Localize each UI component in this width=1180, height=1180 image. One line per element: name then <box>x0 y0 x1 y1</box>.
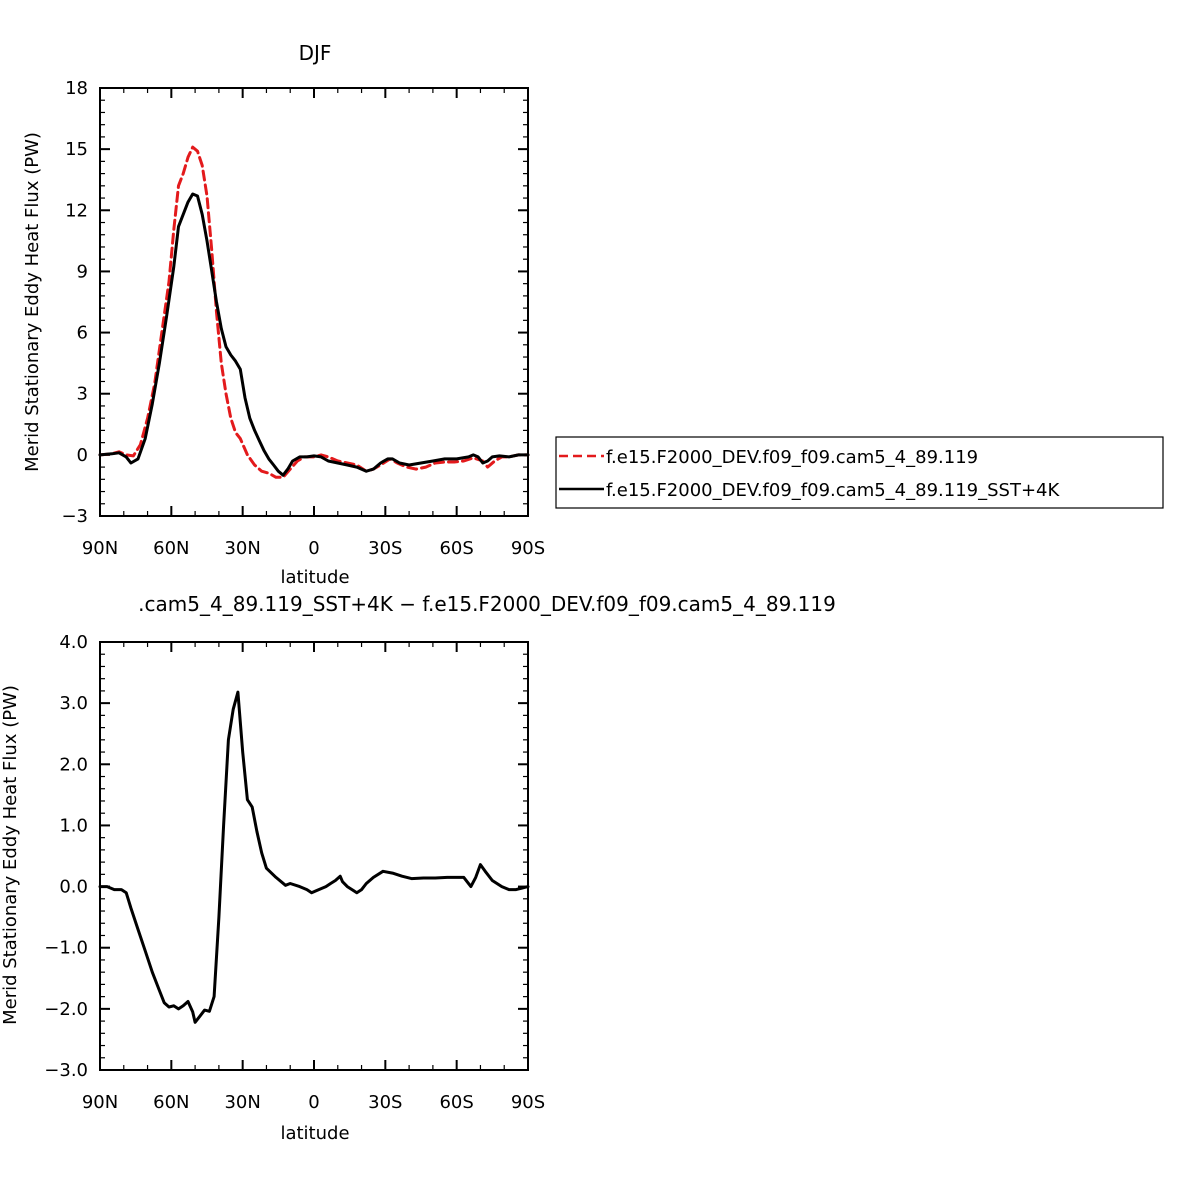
bottom-series-line-0 <box>98 690 530 1024</box>
bottom-y-tick-label: 0.0 <box>59 877 88 898</box>
bottom-y-tick-label: 1.0 <box>59 815 88 836</box>
bottom-x-tick-label: 30S <box>368 1092 402 1113</box>
bottom-axis-ticks: −3.0 −2.0 −1.0 0.0 1.0 2.0 3.0 4.0 90N 60N 30N 0 30S… <box>44 632 545 1113</box>
legend-entry-sst4k: f.e15.F2000_DEV.f09_f09.cam5_4_89.119_SS… <box>606 480 1060 501</box>
bottom-y-tick-label: 4.0 <box>59 632 88 653</box>
top-y-tick-label: 0 <box>77 445 88 466</box>
top-x-tick-label: 30S <box>368 538 402 559</box>
legend-box <box>555 436 1164 509</box>
bottom-x-tick-label: 90S <box>511 1092 545 1113</box>
top-y-tick-label: −3 <box>61 506 88 527</box>
bottom-x-tick-label: 0 <box>308 1092 319 1113</box>
top-y-tick-label: 3 <box>77 384 88 405</box>
top-chart-title: DJF <box>299 41 332 65</box>
top-x-tick-label: 30N <box>224 538 260 559</box>
top-series-line-1 <box>98 192 530 477</box>
top-y-tick-label: 9 <box>77 261 88 282</box>
bottom-y-tick-label: −1.0 <box>44 938 88 959</box>
top-x-tick-label: 0 <box>308 538 319 559</box>
bottom-y-axis-label: Merid Stationary Eddy Heat Flux (PW) <box>0 685 21 1025</box>
bottom-plot-frame <box>99 641 529 1071</box>
bottom-chart-title: .cam5_4_89.119_SST+4K − f.e15.F2000_DEV.… <box>138 592 836 616</box>
top-y-axis-label: Merid Stationary Eddy Heat Flux (PW) <box>22 132 43 472</box>
bottom-x-tick-label: 30N <box>224 1092 260 1113</box>
top-x-tick-label: 90S <box>511 538 545 559</box>
bottom-y-tick-label: 3.0 <box>59 693 88 714</box>
top-plot-frame <box>99 87 529 517</box>
legend: f.e15.F2000_DEV.f09_f09.cam5_4_89.119 f.… <box>555 436 1164 509</box>
bottom-y-tick-label: 2.0 <box>59 754 88 775</box>
bottom-series-lines <box>98 690 530 1024</box>
top-x-tick-label: 90N <box>82 538 118 559</box>
legend-entry-control: f.e15.F2000_DEV.f09_f09.cam5_4_89.119 <box>606 447 978 468</box>
top-axis-ticks: −3 0 3 6 9 12 15 18 90N 60N 30N 0 30S 60S 90S <box>61 78 545 559</box>
top-y-tick-label: 15 <box>65 139 88 160</box>
top-y-tick-label: 12 <box>65 200 88 221</box>
top-x-tick-label: 60S <box>439 538 473 559</box>
bottom-x-tick-label: 60N <box>153 1092 189 1113</box>
bottom-y-tick-label: −2.0 <box>44 999 88 1020</box>
top-y-tick-label: 18 <box>65 78 88 99</box>
bottom-chart-panel: .cam5_4_89.119_SST+4K − f.e15.F2000_DEV.… <box>0 592 836 1144</box>
bottom-x-tick-label: 90N <box>82 1092 118 1113</box>
bottom-x-axis-label: latitude <box>280 1123 349 1144</box>
top-x-axis-label: latitude <box>280 567 349 588</box>
top-chart-panel: DJF −3 0 3 6 9 12 15 18 90N 60N 30N 0 30S 60S 90S lati… <box>22 41 545 588</box>
bottom-y-tick-label: −3.0 <box>44 1060 88 1081</box>
top-y-tick-label: 6 <box>77 323 88 344</box>
top-x-tick-label: 60N <box>153 538 189 559</box>
top-series-lines <box>98 145 530 479</box>
top-series-line-0 <box>98 145 530 479</box>
bottom-x-tick-label: 60S <box>439 1092 473 1113</box>
